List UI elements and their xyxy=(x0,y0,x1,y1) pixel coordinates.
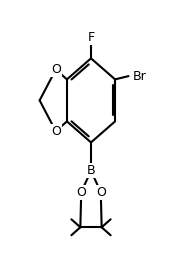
Text: O: O xyxy=(96,185,106,198)
Text: Br: Br xyxy=(133,70,147,82)
Text: O: O xyxy=(51,63,61,76)
Text: O: O xyxy=(51,125,61,138)
Text: O: O xyxy=(76,185,86,198)
Text: F: F xyxy=(87,31,95,44)
Text: B: B xyxy=(87,164,95,177)
